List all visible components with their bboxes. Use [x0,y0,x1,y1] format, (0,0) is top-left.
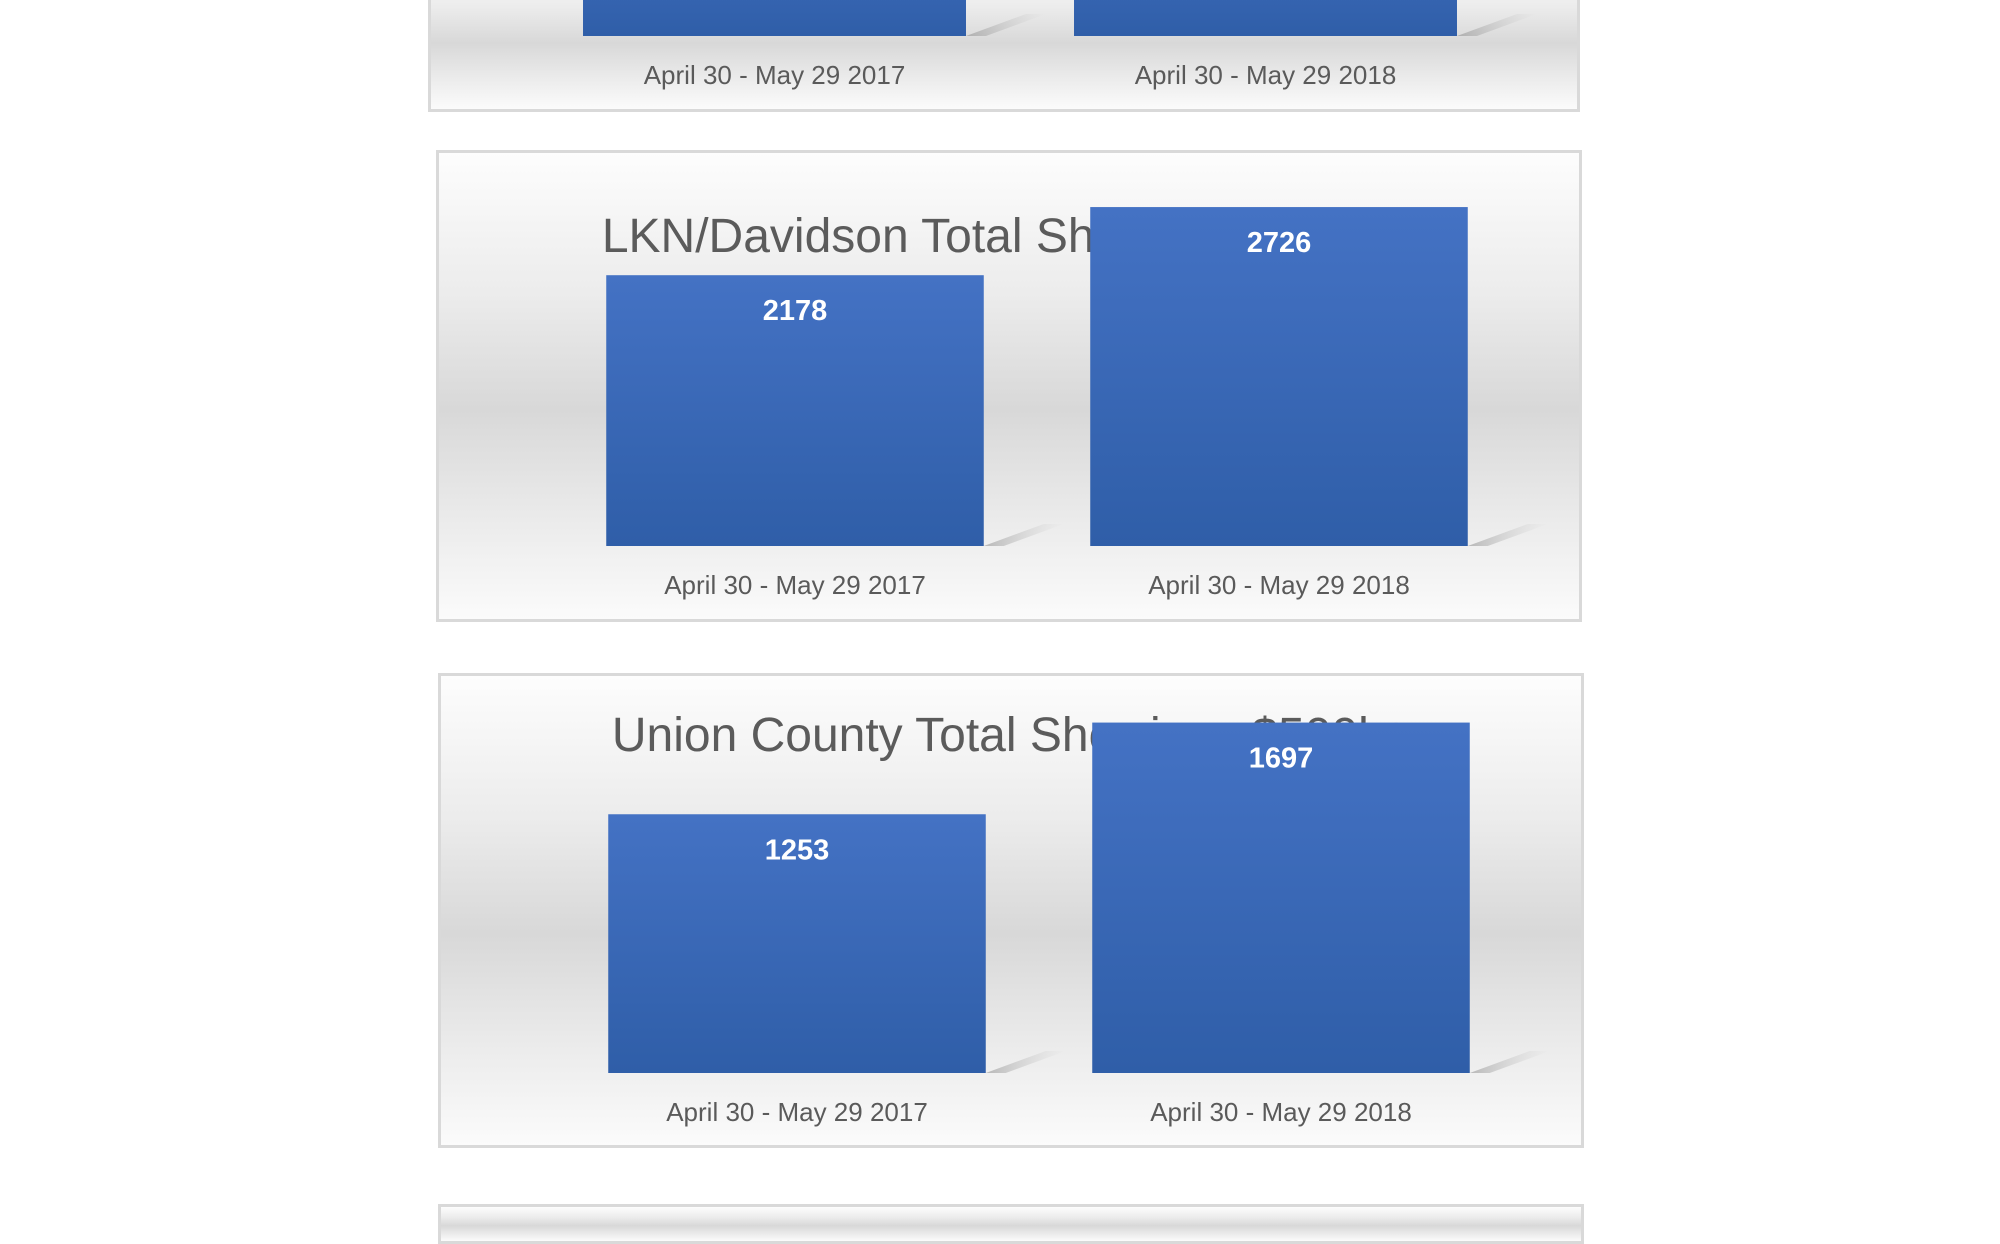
category-label: April 30 - May 29 2018 [1148,570,1410,600]
chart-svg-top-partial: April 30 - May 29 2017 April 30 - May 29 … [583,0,1537,90]
chart-svg-union-county: 1253 April 30 - May 29 2017 1697 April 30 -… [608,722,1550,1127]
bar-shadow [965,14,1046,36]
bar-2017 [606,275,984,546]
bar-value-label: 1253 [765,834,830,866]
category-label: April 30 - May 29 2017 [644,60,906,90]
bar-value-label: 2178 [763,295,828,327]
category-label: April 30 - May 29 2017 [664,570,926,600]
chart-svg-lkn-davidson: 2178 April 30 - May 29 2017 2726 April 30 -… [606,207,1548,600]
bar-value-label: 2726 [1247,227,1312,259]
bar-shadow [985,1051,1066,1073]
bar-shadow [1469,1051,1550,1073]
bar-2018 [1092,722,1470,1073]
bar-shadow [1456,14,1537,36]
bar-value-label: 1697 [1249,743,1314,775]
bar-2017 [608,814,986,1073]
category-label: April 30 - May 29 2018 [1135,60,1397,90]
bar-2018 [1074,0,1457,36]
category-label: April 30 - May 29 2018 [1150,1097,1412,1127]
chart-panel-union-county: Union County Total Showings $500k+ 1253 A… [438,673,1584,1148]
bar-2018 [1090,207,1468,547]
chart-panel-lkn-davidson: LKN/Davidson Total Showings $500k+ 2178 A… [436,150,1582,622]
bar-shadow [1467,524,1548,546]
chart-panel-top-partial: April 30 - May 29 2017 April 30 - May 29 … [428,0,1580,112]
bar-shadow [983,524,1064,546]
category-label: April 30 - May 29 2017 [666,1097,928,1127]
chart-panel-bottom-partial [438,1204,1584,1244]
bar-2017 [583,0,966,36]
